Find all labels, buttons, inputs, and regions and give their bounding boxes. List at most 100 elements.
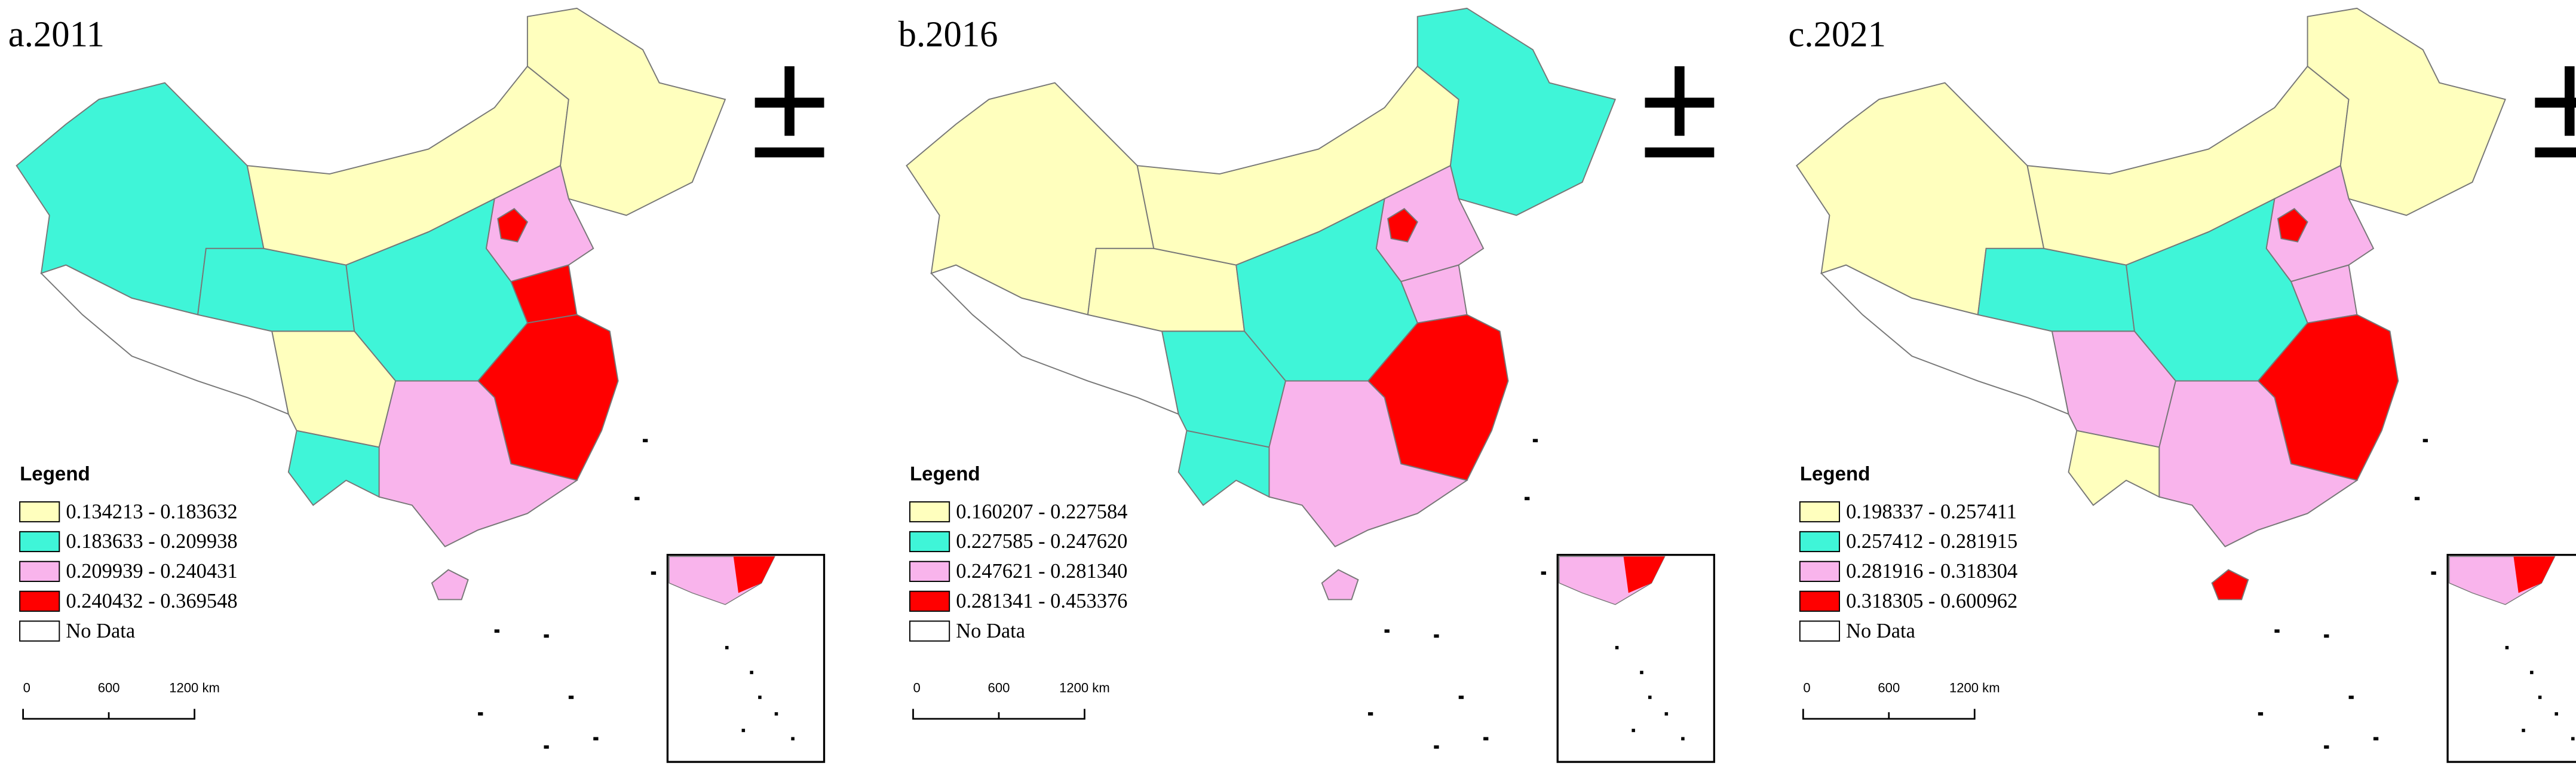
legend-swatch bbox=[909, 531, 950, 553]
legend-label: 0.240432 - 0.369548 bbox=[66, 590, 237, 612]
legend-swatch bbox=[19, 590, 60, 612]
legend-swatch bbox=[1799, 620, 1841, 642]
scale-bar bbox=[1802, 709, 1976, 720]
legend-swatch bbox=[19, 560, 60, 582]
legend-swatch bbox=[1799, 531, 1841, 553]
figure-content: a.2011 Legend 0.134213 - 0.183632 0.183633 … bbox=[8, 7, 2576, 763]
island bbox=[2373, 737, 2379, 741]
legend-swatch bbox=[1799, 560, 1841, 582]
scale-label: 0 bbox=[23, 681, 30, 696]
scale-bar bbox=[22, 709, 195, 720]
legend-label: 0.281916 - 0.318304 bbox=[1846, 560, 2017, 583]
island bbox=[634, 497, 640, 501]
inset-island bbox=[1681, 737, 1685, 741]
legend-swatch bbox=[19, 620, 60, 642]
scale-label: 600 bbox=[1878, 681, 1900, 696]
province-region bbox=[497, 208, 529, 243]
scale-label: 600 bbox=[98, 681, 120, 696]
island bbox=[1384, 629, 1390, 633]
island bbox=[544, 634, 549, 638]
province-region bbox=[526, 7, 726, 216]
legend-label: 0.247621 - 0.281340 bbox=[956, 560, 1127, 583]
scale-label: 0 bbox=[1803, 681, 1810, 696]
legend-title: Legend bbox=[20, 463, 90, 485]
inset-land bbox=[733, 556, 775, 593]
island bbox=[2258, 712, 2264, 716]
island bbox=[2431, 571, 2436, 575]
island bbox=[643, 439, 648, 443]
island bbox=[1458, 696, 1464, 699]
legend-label: No Data bbox=[956, 620, 1025, 642]
island bbox=[593, 737, 599, 741]
map-panel: b.2016 Legend 0.160207 - 0.227584 0.227585 … bbox=[898, 7, 1716, 763]
island bbox=[568, 696, 574, 699]
scale-label: 0 bbox=[913, 681, 920, 696]
island bbox=[1541, 571, 1546, 575]
scale-label: 600 bbox=[988, 681, 1010, 696]
island bbox=[2324, 745, 2329, 749]
legend-label: No Data bbox=[1846, 620, 1915, 642]
inset-island bbox=[725, 646, 729, 650]
legend-label: 0.160207 - 0.227584 bbox=[956, 500, 1127, 523]
island bbox=[1532, 439, 1538, 443]
island bbox=[651, 571, 657, 575]
province-region bbox=[2307, 7, 2506, 216]
inset-island bbox=[741, 728, 746, 733]
island bbox=[478, 712, 483, 716]
map-panel: c.2021 Legend 0.198337 - 0.257411 0.257412 … bbox=[1789, 7, 2576, 763]
inset-island bbox=[758, 696, 762, 699]
province-region bbox=[1321, 569, 1359, 601]
legend-swatch bbox=[1799, 590, 1841, 612]
island bbox=[1434, 745, 1439, 749]
map-panel: a.2011 Legend 0.134213 - 0.183632 0.183633 … bbox=[8, 7, 826, 763]
legend-swatch bbox=[1799, 501, 1841, 523]
inset-island bbox=[1648, 696, 1652, 699]
legend-label: 0.183633 - 0.209938 bbox=[66, 530, 237, 553]
inset-island bbox=[2554, 712, 2558, 716]
inset-island bbox=[2530, 670, 2534, 675]
scale-label: 1200 km bbox=[1949, 681, 2000, 696]
legend-swatch bbox=[909, 620, 950, 642]
legend-swatch bbox=[19, 531, 60, 553]
island bbox=[2348, 696, 2354, 699]
province-region bbox=[1387, 208, 1418, 243]
inset-island bbox=[2538, 696, 2542, 699]
legend-swatch bbox=[909, 501, 950, 523]
island bbox=[2274, 629, 2280, 633]
island bbox=[1434, 634, 1439, 638]
island bbox=[1367, 712, 1373, 716]
island bbox=[2414, 497, 2420, 501]
island bbox=[1525, 497, 1530, 501]
province-region bbox=[2277, 208, 2308, 243]
legend-label: 0.134213 - 0.183632 bbox=[66, 500, 237, 523]
legend-label: No Data bbox=[66, 620, 135, 642]
inset-island bbox=[1632, 728, 1635, 733]
province-region bbox=[2068, 430, 2160, 506]
inset-island bbox=[791, 737, 795, 741]
province-region bbox=[1177, 430, 1270, 506]
legend-label: 0.209939 - 0.240431 bbox=[66, 560, 237, 583]
province-region bbox=[287, 430, 380, 506]
legend-swatch bbox=[909, 560, 950, 582]
scale-bar bbox=[912, 709, 1085, 720]
island bbox=[2422, 439, 2428, 443]
map-title: a.2011 bbox=[8, 14, 105, 54]
legend-title: Legend bbox=[1800, 463, 1870, 485]
legend-label: 0.257412 - 0.281915 bbox=[1846, 530, 2017, 553]
island bbox=[544, 745, 549, 749]
inset-land bbox=[2513, 556, 2555, 593]
legend-title: Legend bbox=[910, 463, 980, 485]
scale-label: 1200 km bbox=[1059, 681, 1110, 696]
inset-island bbox=[1664, 712, 1669, 716]
inset-island bbox=[750, 670, 753, 675]
map-title: c.2021 bbox=[1789, 14, 1886, 54]
island bbox=[1483, 737, 1489, 741]
inset-island bbox=[1615, 646, 1619, 650]
province-region bbox=[1416, 7, 1617, 216]
inset-island bbox=[2571, 737, 2575, 741]
inset-island bbox=[2522, 728, 2525, 733]
island bbox=[2324, 634, 2329, 638]
legend-label: 0.281341 - 0.453376 bbox=[956, 590, 1127, 612]
